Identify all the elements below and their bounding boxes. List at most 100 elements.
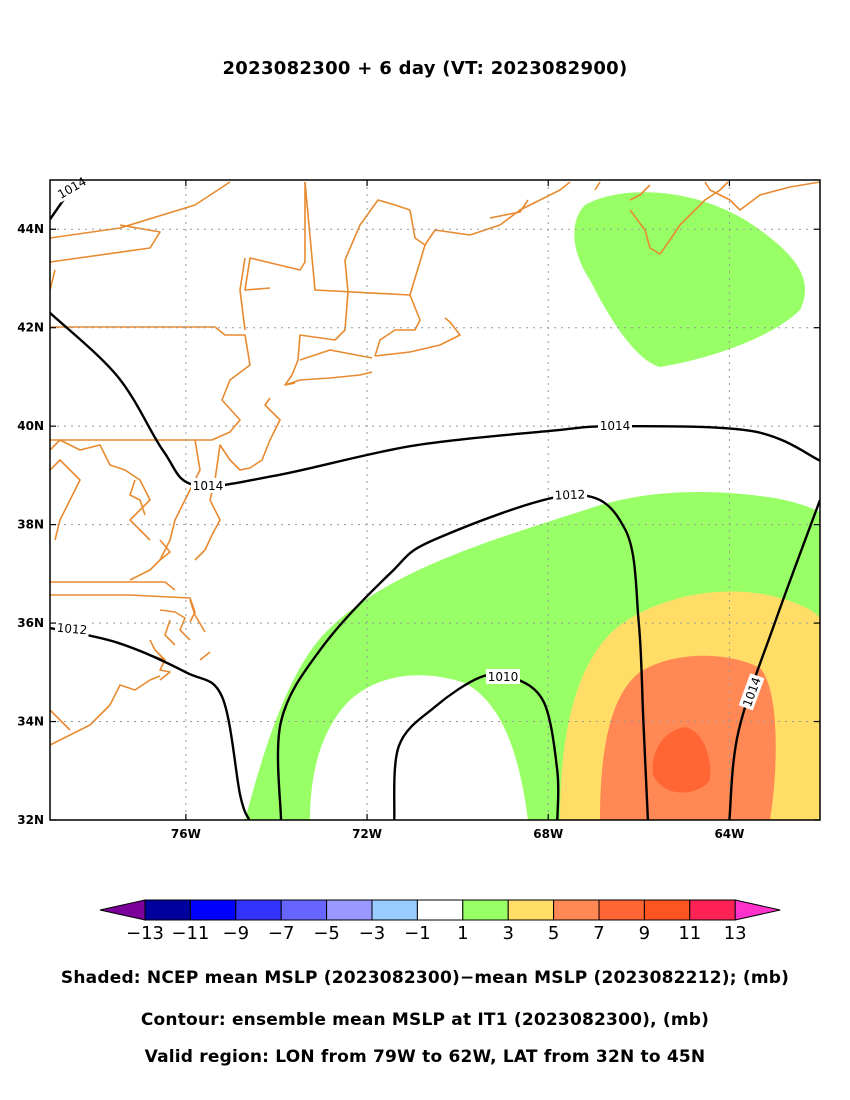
coast-line <box>194 479 221 561</box>
coastline-borders <box>50 181 820 746</box>
colorbar-box <box>371 899 418 921</box>
plot-frame <box>49 179 821 821</box>
shaded-region <box>574 192 806 367</box>
colorbar-label: 7 <box>593 923 604 944</box>
shaded-field <box>245 192 820 820</box>
contour-line <box>50 626 251 820</box>
colorbar-label: −7 <box>268 923 295 944</box>
coast-line <box>50 224 161 263</box>
coast-line <box>189 599 206 633</box>
colorbar-box <box>553 899 600 921</box>
y-tick-label: 38N <box>17 518 44 532</box>
coast-line <box>129 479 146 516</box>
colorbar-label: −3 <box>359 923 386 944</box>
colorbar-box <box>643 899 691 921</box>
contour-label-group: 1012 <box>552 486 588 503</box>
coast-line <box>164 619 176 646</box>
colorbar-label: −9 <box>223 923 250 944</box>
x-tick-label: 68W <box>533 827 563 841</box>
coast-line <box>50 581 176 591</box>
colorbar-label: 9 <box>639 923 650 944</box>
colorbar-label: 3 <box>502 923 513 944</box>
colorbar-box <box>280 899 328 921</box>
colorbar-box <box>416 899 464 921</box>
colorbar-label: 1 <box>457 923 468 944</box>
y-tick-label: 44N <box>17 222 44 236</box>
x-tick-label: 72W <box>352 827 382 841</box>
contour-label-bg <box>486 669 520 684</box>
contour-label: 1014 <box>600 419 631 433</box>
contour-label-bg <box>54 619 90 638</box>
colorbar-triangle-low <box>99 899 146 921</box>
coast-line <box>50 594 196 623</box>
contour-label: 1012 <box>554 487 585 502</box>
contour-line <box>276 493 650 820</box>
y-tick-label: 36N <box>17 616 44 630</box>
coast-line <box>199 651 211 661</box>
contour-line <box>728 499 820 820</box>
colorbar-box <box>598 899 645 921</box>
coast-line <box>214 397 281 481</box>
contour-label-bg <box>738 673 765 711</box>
x-tick-label: 76W <box>171 827 201 841</box>
coast-line <box>304 181 426 296</box>
contour-label-bg <box>552 486 588 503</box>
coast-line <box>284 371 373 386</box>
y-tick-label: 42N <box>17 321 44 335</box>
colorbar-box <box>462 899 509 921</box>
x-tick-label: 64W <box>714 827 744 841</box>
coast-line <box>50 326 251 441</box>
contour-label: 1014 <box>55 174 88 201</box>
coast-line <box>374 294 421 357</box>
y-tick-label: 32N <box>17 813 44 827</box>
colorbar-box <box>689 899 736 921</box>
coast-line <box>284 291 349 386</box>
colorbar-triangle-high <box>734 899 781 921</box>
coast-line <box>50 439 151 541</box>
coast-line <box>50 181 231 239</box>
coast-line <box>50 709 71 731</box>
contour-label-bg <box>191 478 225 493</box>
contour-label: 1010 <box>488 670 519 684</box>
colorbar-box <box>235 899 282 921</box>
axis-ticks: 76W 72W 68W 64W 32N 34N 36N 38N 40N 42N 44N <box>17 180 820 841</box>
coast-line <box>344 199 411 293</box>
colorbar-box <box>189 899 237 921</box>
y-tick-label: 34N <box>17 715 44 729</box>
coast-line <box>244 182 306 291</box>
colorbar-box <box>144 899 191 921</box>
coast-line <box>629 184 651 201</box>
coast-line <box>129 439 201 581</box>
colorbar: −13 −11 −9 −7 −5 −3 −1 1 3 5 7 9 11 13 <box>99 899 781 944</box>
contour-label-group: 1014 <box>191 478 225 493</box>
shaded-region <box>652 727 711 793</box>
coast-line <box>159 609 191 641</box>
coast-line <box>424 181 571 246</box>
coast-line <box>489 199 529 219</box>
colorbar-label: 5 <box>548 923 559 944</box>
contour-label: 1014 <box>193 479 224 493</box>
coast-line <box>50 269 56 291</box>
coast-line <box>50 459 81 541</box>
colorbar-box <box>326 899 373 921</box>
caption-shaded: Shaded: NCEP mean MSLP (2023082300)−mean… <box>60 968 790 988</box>
colorbar-label: −11 <box>171 923 209 944</box>
coast-line <box>50 675 161 746</box>
colorbar-label: −1 <box>404 923 431 944</box>
coast-line <box>704 181 820 211</box>
y-tick-label: 40N <box>17 419 44 433</box>
colorbar-box <box>507 899 555 921</box>
colorbar-label: −13 <box>126 923 164 944</box>
coast-line <box>149 639 166 661</box>
contour-label-group: 1014 <box>53 172 91 203</box>
coast-line <box>299 349 373 361</box>
contour-line <box>50 312 820 488</box>
chart-title: 2023082300 + 6 day (VT: 2023082900) <box>222 58 628 79</box>
contour-label-group: 1014 <box>598 418 632 433</box>
colorbar-label: 11 <box>678 923 701 944</box>
coast-line <box>374 317 461 357</box>
contour-label-group: 1010 <box>486 669 520 684</box>
coast-line <box>159 539 171 561</box>
colorbar-label: 13 <box>724 923 747 944</box>
